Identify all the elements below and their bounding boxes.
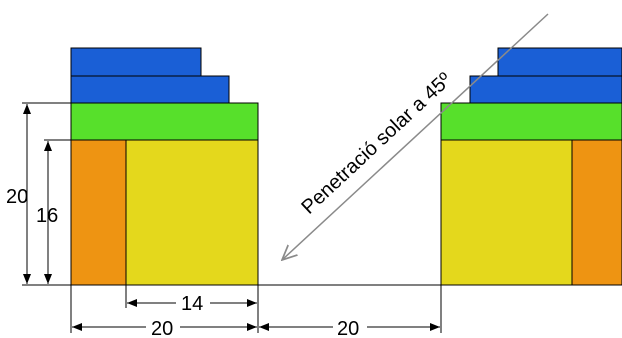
left-blue-bottom [70, 75, 230, 104]
dimension-height-total: 20 [6, 102, 71, 286]
solar-ray-label: Penetració solar a 45º [297, 68, 456, 218]
left-green-slab [70, 102, 259, 141]
right-yellow-opening [440, 139, 573, 286]
dimension-label-width-left: 20 [151, 318, 173, 338]
dimension-width-left: 20 [70, 285, 257, 338]
left-building [70, 47, 259, 286]
dimension-label-height-inner: 16 [36, 205, 58, 227]
label-background [146, 315, 180, 338]
label-background [333, 315, 367, 338]
dimension-label-width-yellow: 14 [181, 293, 203, 315]
dimension-label-height-total: 20 [6, 186, 28, 208]
right-orange-wall [571, 139, 622, 286]
right-blue-bottom [469, 75, 622, 104]
right-green-slab [440, 102, 622, 141]
label-background [176, 291, 210, 313]
dimension-label-width-gap: 20 [337, 318, 359, 338]
dimension-height-inner: 16 [36, 139, 71, 284]
right-building [440, 47, 622, 286]
right-blue-top [497, 47, 622, 77]
solar-ray-line [282, 13, 549, 260]
left-blue-top [70, 47, 202, 77]
dimension-width-gap: 20 [259, 285, 442, 338]
left-yellow-opening [125, 139, 259, 286]
dimension-width-yellow: 14 [125, 285, 259, 333]
left-orange-wall [70, 139, 127, 286]
